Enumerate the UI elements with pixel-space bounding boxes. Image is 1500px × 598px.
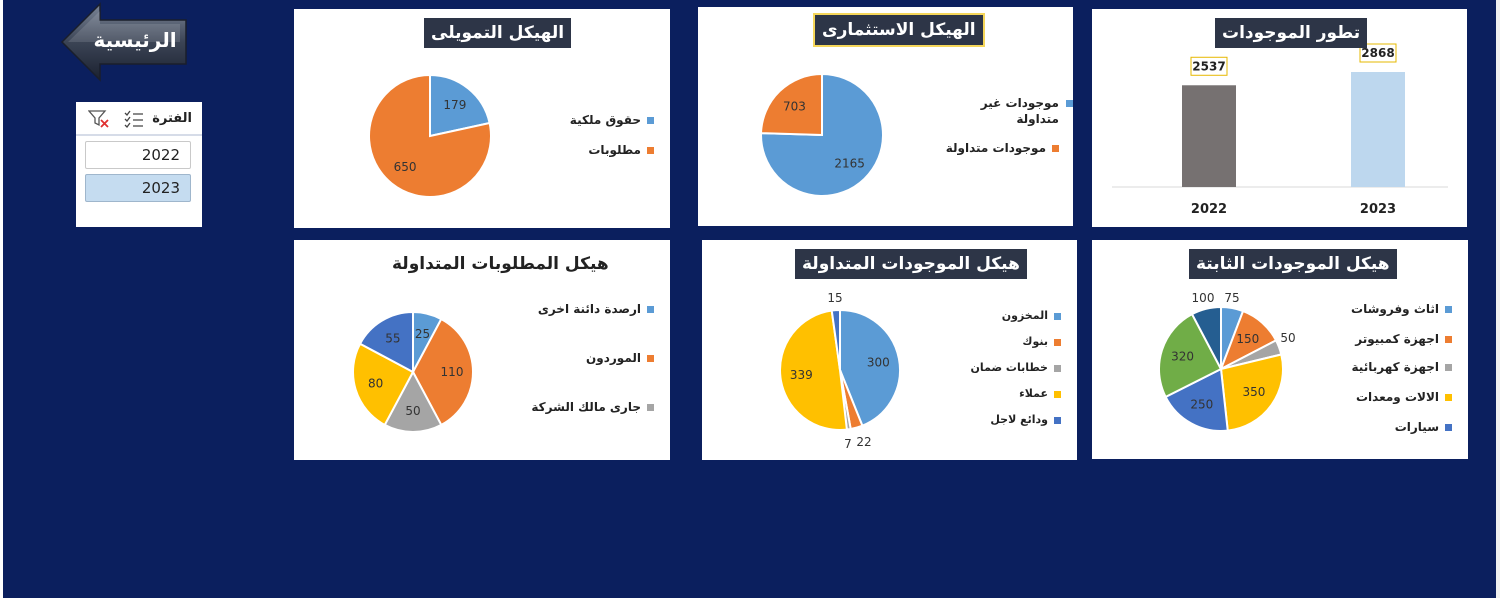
assets-trend-bar-chart: 2537 2022 2868 2023 <box>1112 43 1448 217</box>
legend-item: مطلوبات <box>588 143 654 157</box>
pie-slice <box>1219 353 1284 432</box>
current-liabilities-chart-title: هيكل المطلوبات المتداولة <box>392 254 609 274</box>
legend-item: خطابات ضمان <box>971 361 1061 374</box>
legend-item: الموردون <box>586 351 654 365</box>
legend-item: موجودات متداولة <box>946 141 1059 155</box>
assets-trend-chart-title: تطور الموجودات <box>1215 18 1368 48</box>
current-assets-pie-chart: 300 22 7 339 15 <box>779 291 901 451</box>
bar-data-label: 2537 <box>1192 59 1225 73</box>
pie-data-label: 339 <box>790 368 813 382</box>
pie-data-label: 75 <box>1224 291 1239 305</box>
pie-data-label: 80 <box>368 376 383 390</box>
bar <box>1351 72 1405 187</box>
pie-slice <box>759 72 823 137</box>
pie-slice <box>830 308 841 371</box>
pie-data-label: 2165 <box>834 156 865 170</box>
legend-item: الالات ومعدات <box>1356 390 1452 404</box>
period-slicer: الفترة 2022 2023 <box>76 102 202 227</box>
legend-item: اثاث وفروشات <box>1351 302 1452 316</box>
pie-data-label: 350 <box>1243 385 1266 399</box>
current-liabilities-pie-chart: 25 110 50 80 55 <box>352 310 474 433</box>
legend-item: عملاء <box>1019 387 1061 400</box>
pie-slice <box>368 73 492 198</box>
x-tick-label: 2023 <box>1360 202 1396 217</box>
sheet-left-edge <box>0 0 3 598</box>
data-label-box <box>1190 56 1228 76</box>
pie-slice <box>1158 312 1223 399</box>
pie-data-label: 300 <box>867 356 890 370</box>
legend-item: ودائع لاجل <box>990 413 1061 426</box>
x-tick-label: 2022 <box>1191 202 1227 217</box>
pie-data-label: 703 <box>783 100 806 114</box>
pie-data-label: 110 <box>441 365 464 379</box>
sheet-right-edge <box>1496 0 1500 598</box>
financing-chart-panel: 179 650 الهيكل التمويلى حقوق ملكية مطلوبا… <box>294 9 670 228</box>
slicer-item-2023[interactable]: 2023 <box>85 174 191 202</box>
pie-data-label: 50 <box>1280 331 1295 345</box>
bar-data-label: 2868 <box>1361 46 1394 60</box>
legend-item: موجودات غير متداولة <box>959 95 1073 127</box>
legend-item: ارصدة دائنة اخرى <box>538 302 654 316</box>
pie-data-label: 25 <box>415 327 430 341</box>
pie-slice <box>1164 367 1229 432</box>
fixed-assets-chart-panel: 75 150 50 350 250 320 100 هيكل الموجودات الثاب… <box>1092 240 1468 459</box>
home-button-label: الرئيسية <box>93 28 177 52</box>
slicer-item-2022[interactable]: 2022 <box>85 141 191 169</box>
slicer-title: الفترة <box>152 111 192 126</box>
back-arrow-icon <box>60 2 187 82</box>
financing-pie-chart: 179 650 <box>368 73 492 198</box>
pie-data-label: 179 <box>443 98 466 112</box>
investment-pie-chart: 2165 703 <box>759 72 884 197</box>
fixed-assets-pie-chart: 75 150 50 350 250 320 100 <box>1158 291 1296 432</box>
pie-slice <box>1190 305 1222 370</box>
legend-item: المخزون <box>1002 309 1061 322</box>
legend-item: اجهزة كهربائية <box>1352 360 1452 374</box>
financing-legend: حقوق ملكية مطلوبات <box>544 113 654 173</box>
legend-item: حقوق ملكية <box>570 113 654 127</box>
fixed-assets-legend: اثاث وفروشات اجهزة كمبيوتر اجهزة كهربائي… <box>1332 302 1452 434</box>
pie-slice <box>358 310 414 374</box>
pie-data-label: 50 <box>405 404 420 418</box>
pie-data-label: 100 <box>1192 291 1215 305</box>
assets-trend-chart-panel: 2537 2022 2868 2023 تطور الموجودات <box>1092 9 1467 227</box>
pie-data-label: 250 <box>1190 397 1213 411</box>
pie-data-label: 7 <box>844 437 852 451</box>
pie-slice <box>429 73 491 138</box>
pie-slice <box>839 308 901 427</box>
pie-slice <box>779 309 848 431</box>
current-liabilities-legend: ارصدة دائنة اخرى الموردون جارى مالك الشر… <box>504 302 654 414</box>
clear-filter-icon[interactable] <box>88 109 110 129</box>
multi-select-icon[interactable] <box>123 109 145 129</box>
legend-item: بنوك <box>1022 335 1061 348</box>
current-assets-chart-title: هيكل الموجودات المتداولة <box>795 249 1027 279</box>
data-label-box <box>1359 43 1397 63</box>
pie-data-label: 320 <box>1171 350 1194 364</box>
pie-slice <box>383 369 443 433</box>
current-assets-chart-panel: 300 22 7 339 15 هيكل الموجودات المتداولة الم… <box>702 240 1077 460</box>
investment-chart-panel: 2165 703 الهيكل الاستثمارى موجودات غير مت… <box>698 7 1073 226</box>
pie-data-label: 55 <box>385 332 400 346</box>
slicer-header: الفترة <box>76 102 202 136</box>
investment-legend: موجودات غير متداولة موجودات متداولة <box>939 95 1073 165</box>
legend-item: جارى مالك الشركة <box>531 400 654 414</box>
pie-data-label: 22 <box>856 435 871 449</box>
bar <box>1182 85 1236 187</box>
legend-item: اجهزة كمبيوتر <box>1355 332 1452 346</box>
pie-data-label: 650 <box>394 160 417 174</box>
current-assets-legend: المخزون بنوك خطابات ضمان عملاء ودائع لاج… <box>961 309 1061 429</box>
current-liabilities-chart-panel: 25 110 50 80 55 هيكل المطلوبات المتداولة ارص… <box>294 240 670 460</box>
legend-item: سيارات <box>1395 420 1452 434</box>
home-button[interactable]: الرئيسية <box>60 2 188 82</box>
financing-chart-title: الهيكل التمويلى <box>424 18 572 48</box>
pie-data-label: 15 <box>827 291 842 305</box>
investment-chart-title: الهيكل الاستثمارى <box>813 13 985 47</box>
pie-data-label: 150 <box>1236 332 1259 346</box>
fixed-assets-chart-title: هيكل الموجودات الثابتة <box>1189 249 1397 279</box>
